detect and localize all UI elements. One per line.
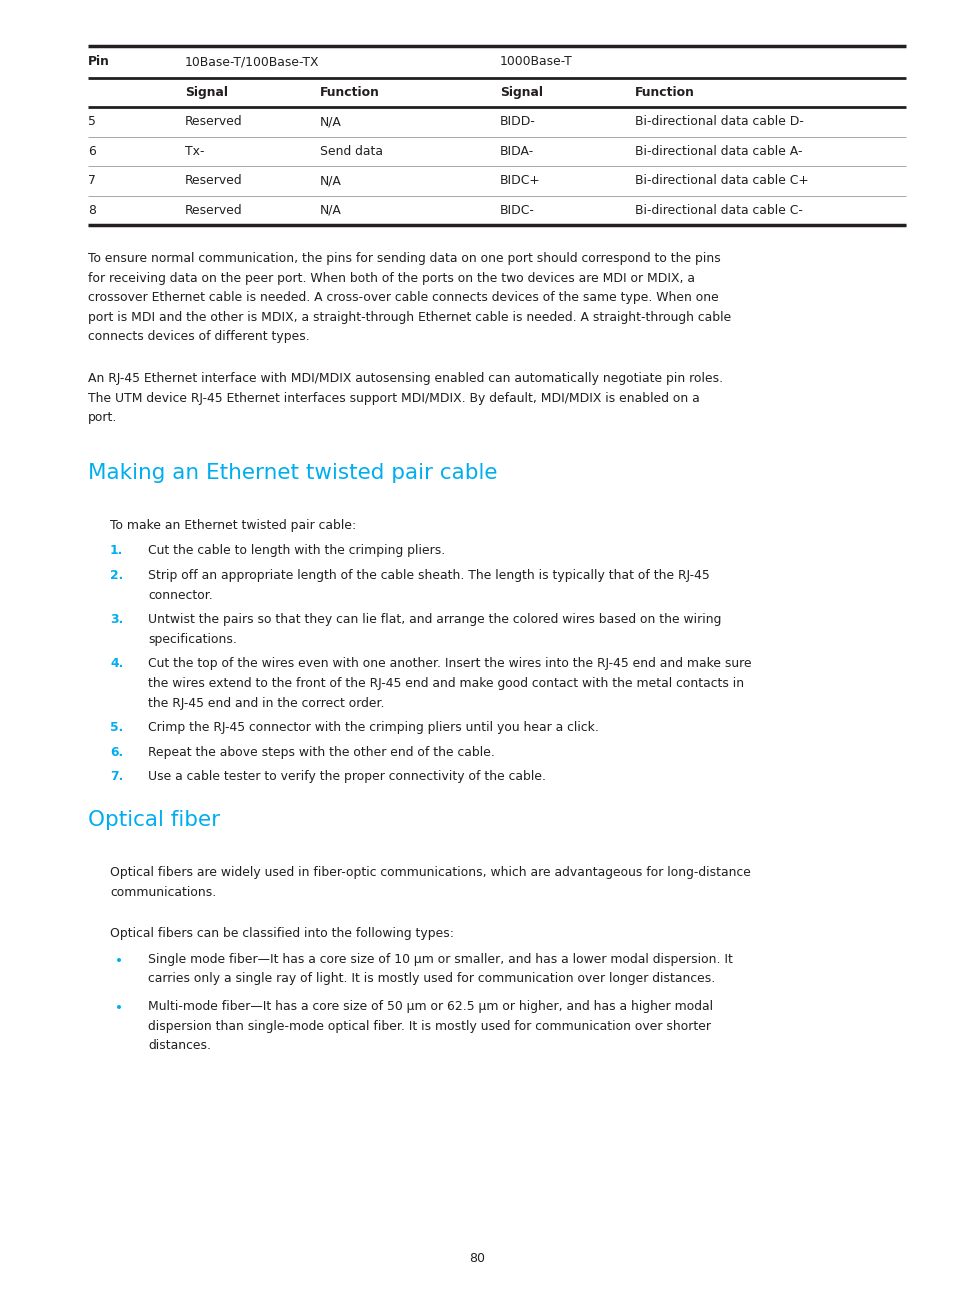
- Text: Bi-directional data cable C+: Bi-directional data cable C+: [635, 174, 808, 187]
- Text: Function: Function: [635, 86, 694, 98]
- Text: 7: 7: [88, 174, 95, 187]
- Text: the wires extend to the front of the RJ-45 end and make good contact with the me: the wires extend to the front of the RJ-…: [148, 677, 743, 689]
- Text: specifications.: specifications.: [148, 632, 236, 645]
- Text: Strip off an appropriate length of the cable sheath. The length is typically tha: Strip off an appropriate length of the c…: [148, 569, 709, 582]
- Text: the RJ-45 end and in the correct order.: the RJ-45 end and in the correct order.: [148, 696, 384, 710]
- Text: Reserved: Reserved: [185, 174, 242, 187]
- Text: 3.: 3.: [110, 613, 123, 626]
- Text: 6.: 6.: [110, 745, 123, 758]
- Text: N/A: N/A: [319, 203, 341, 216]
- Text: Multi-mode fiber—It has a core size of 50 μm or 62.5 μm or higher, and has a hig: Multi-mode fiber—It has a core size of 5…: [148, 1001, 713, 1013]
- Text: The UTM device RJ-45 Ethernet interfaces support MDI/MDIX. By default, MDI/MDIX : The UTM device RJ-45 Ethernet interfaces…: [88, 391, 699, 404]
- Text: Untwist the pairs so that they can lie flat, and arrange the colored wires based: Untwist the pairs so that they can lie f…: [148, 613, 720, 626]
- Text: Tx-: Tx-: [185, 145, 204, 158]
- Text: Send data: Send data: [319, 145, 382, 158]
- Text: 10Base-T/100Base-TX: 10Base-T/100Base-TX: [185, 56, 319, 69]
- Text: •: •: [115, 1001, 123, 1015]
- Text: Function: Function: [319, 86, 379, 98]
- Text: Making an Ethernet twisted pair cable: Making an Ethernet twisted pair cable: [88, 463, 497, 483]
- Text: for receiving data on the peer port. When both of the ports on the two devices a: for receiving data on the peer port. Whe…: [88, 272, 695, 285]
- Text: Optical fibers are widely used in fiber-optic communications, which are advantag: Optical fibers are widely used in fiber-…: [110, 866, 750, 879]
- Text: 7.: 7.: [110, 770, 123, 783]
- Text: N/A: N/A: [319, 174, 341, 187]
- Text: 5: 5: [88, 115, 95, 128]
- Text: 1000Base-T: 1000Base-T: [499, 56, 572, 69]
- Text: An RJ-45 Ethernet interface with MDI/MDIX autosensing enabled can automatically : An RJ-45 Ethernet interface with MDI/MDI…: [88, 372, 722, 385]
- Text: Optical fibers can be classified into the following types:: Optical fibers can be classified into th…: [110, 927, 454, 940]
- Text: 6: 6: [88, 145, 95, 158]
- Text: carries only a single ray of light. It is mostly used for communication over lon: carries only a single ray of light. It i…: [148, 972, 715, 985]
- Text: Crimp the RJ-45 connector with the crimping pliers until you hear a click.: Crimp the RJ-45 connector with the crimp…: [148, 721, 598, 735]
- Text: •: •: [115, 954, 123, 968]
- Text: 80: 80: [469, 1252, 484, 1265]
- Text: Cut the top of the wires even with one another. Insert the wires into the RJ-45 : Cut the top of the wires even with one a…: [148, 657, 751, 670]
- Text: distances.: distances.: [148, 1039, 211, 1052]
- Text: Single mode fiber—It has a core size of 10 μm or smaller, and has a lower modal : Single mode fiber—It has a core size of …: [148, 953, 732, 966]
- Text: N/A: N/A: [319, 115, 341, 128]
- Text: BIDC+: BIDC+: [499, 174, 540, 187]
- Text: 8: 8: [88, 203, 95, 216]
- Text: Use a cable tester to verify the proper connectivity of the cable.: Use a cable tester to verify the proper …: [148, 770, 545, 783]
- Text: 4.: 4.: [110, 657, 123, 670]
- Text: Pin: Pin: [88, 56, 110, 69]
- Text: crossover Ethernet cable is needed. A cross-over cable connects devices of the s: crossover Ethernet cable is needed. A cr…: [88, 292, 718, 305]
- Text: BIDD-: BIDD-: [499, 115, 536, 128]
- Text: Signal: Signal: [185, 86, 228, 98]
- Text: To make an Ethernet twisted pair cable:: To make an Ethernet twisted pair cable:: [110, 518, 355, 531]
- Text: To ensure normal communication, the pins for sending data on one port should cor: To ensure normal communication, the pins…: [88, 251, 720, 264]
- Text: BIDA-: BIDA-: [499, 145, 534, 158]
- Text: 2.: 2.: [110, 569, 123, 582]
- Text: dispersion than single-mode optical fiber. It is mostly used for communication o: dispersion than single-mode optical fibe…: [148, 1020, 710, 1033]
- Text: port.: port.: [88, 411, 117, 424]
- Text: Cut the cable to length with the crimping pliers.: Cut the cable to length with the crimpin…: [148, 544, 445, 557]
- Text: communications.: communications.: [110, 885, 216, 898]
- Text: Reserved: Reserved: [185, 203, 242, 216]
- Text: connects devices of different types.: connects devices of different types.: [88, 330, 310, 343]
- Text: BIDC-: BIDC-: [499, 203, 535, 216]
- Text: Repeat the above steps with the other end of the cable.: Repeat the above steps with the other en…: [148, 745, 495, 758]
- Text: Signal: Signal: [499, 86, 542, 98]
- Text: 5.: 5.: [110, 721, 123, 735]
- Text: port is MDI and the other is MDIX, a straight-through Ethernet cable is needed. : port is MDI and the other is MDIX, a str…: [88, 311, 731, 324]
- Text: Bi-directional data cable A-: Bi-directional data cable A-: [635, 145, 801, 158]
- Text: Reserved: Reserved: [185, 115, 242, 128]
- Text: Bi-directional data cable D-: Bi-directional data cable D-: [635, 115, 803, 128]
- Text: 1.: 1.: [110, 544, 123, 557]
- Text: connector.: connector.: [148, 588, 213, 601]
- Text: Optical fiber: Optical fiber: [88, 810, 220, 829]
- Text: Bi-directional data cable C-: Bi-directional data cable C-: [635, 203, 802, 216]
